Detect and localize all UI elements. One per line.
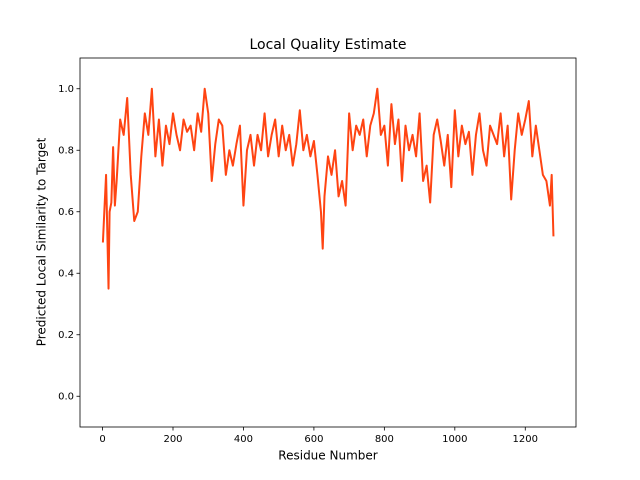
chart-title: Local Quality Estimate	[249, 37, 406, 53]
x-tick-label: 400	[234, 434, 253, 445]
y-tick-label: 0.4	[58, 268, 74, 279]
y-axis-label: Predicted Local Similarity to Target	[35, 137, 49, 346]
y-tick-label: 0.6	[58, 207, 74, 218]
x-tick-label: 800	[375, 434, 394, 445]
y-tick-label: 0.8	[58, 145, 74, 156]
y-tick-label: 1.0	[58, 84, 74, 95]
x-tick-label: 200	[163, 434, 182, 445]
x-axis-label: Residue Number	[278, 449, 377, 463]
y-tick-label: 0.0	[58, 391, 74, 402]
line-series	[101, 87, 555, 290]
x-tick-label: 600	[304, 434, 323, 445]
x-tick-label: 0	[99, 434, 105, 445]
y-tick-label: 0.2	[58, 330, 74, 341]
x-tick-label: 1200	[513, 434, 538, 445]
x-tick-label: 1000	[442, 434, 467, 445]
plot-frame	[79, 57, 577, 428]
